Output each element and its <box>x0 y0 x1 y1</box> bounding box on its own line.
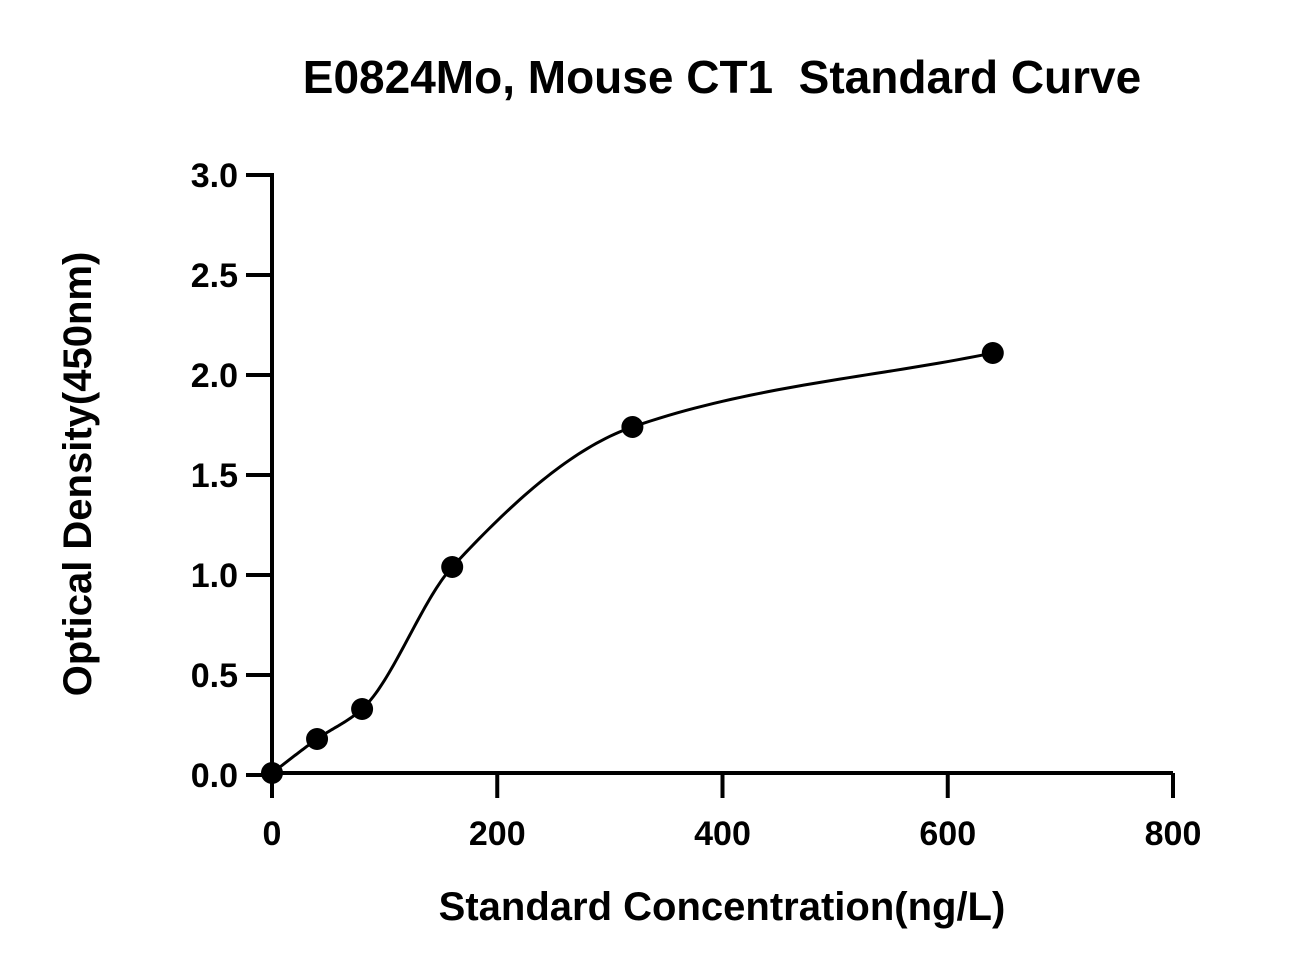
x-tick-label: 600 <box>919 815 976 853</box>
x-axis: 0 200 400 600 800 <box>263 771 1202 853</box>
data-point <box>261 762 283 784</box>
x-tick-label: 400 <box>694 815 751 853</box>
x-ticks: 0 200 400 600 800 <box>263 773 1202 853</box>
chart-title: E0824Mo, Mouse CT1 Standard Curve <box>303 51 1141 103</box>
y-tick-label: 1.5 <box>191 457 238 495</box>
y-axis: 0.0 0.5 1.0 1.5 2.0 2.5 3.0 <box>191 157 274 795</box>
y-tick-label: 1.0 <box>191 557 238 595</box>
y-axis-label: Optical Density(450nm) <box>56 252 100 697</box>
data-point <box>621 416 644 438</box>
y-tick-label: 0.0 <box>191 757 238 795</box>
x-tick-label: 200 <box>469 815 526 853</box>
x-tick-label: 0 <box>263 815 282 853</box>
data-point <box>441 556 464 578</box>
x-axis-label: Standard Concentration(ng/L) <box>439 885 1006 929</box>
y-ticks: 0.0 0.5 1.0 1.5 2.0 2.5 3.0 <box>191 157 272 795</box>
y-tick-label: 3.0 <box>191 157 238 195</box>
y-tick-label: 0.5 <box>191 657 238 695</box>
data-point <box>306 728 329 750</box>
data-point <box>981 342 1004 364</box>
x-tick-label: 800 <box>1145 815 1202 853</box>
y-tick-label: 2.5 <box>191 257 238 295</box>
data-points <box>261 342 1004 784</box>
data-point <box>351 698 374 720</box>
y-tick-label: 2.0 <box>191 357 238 395</box>
